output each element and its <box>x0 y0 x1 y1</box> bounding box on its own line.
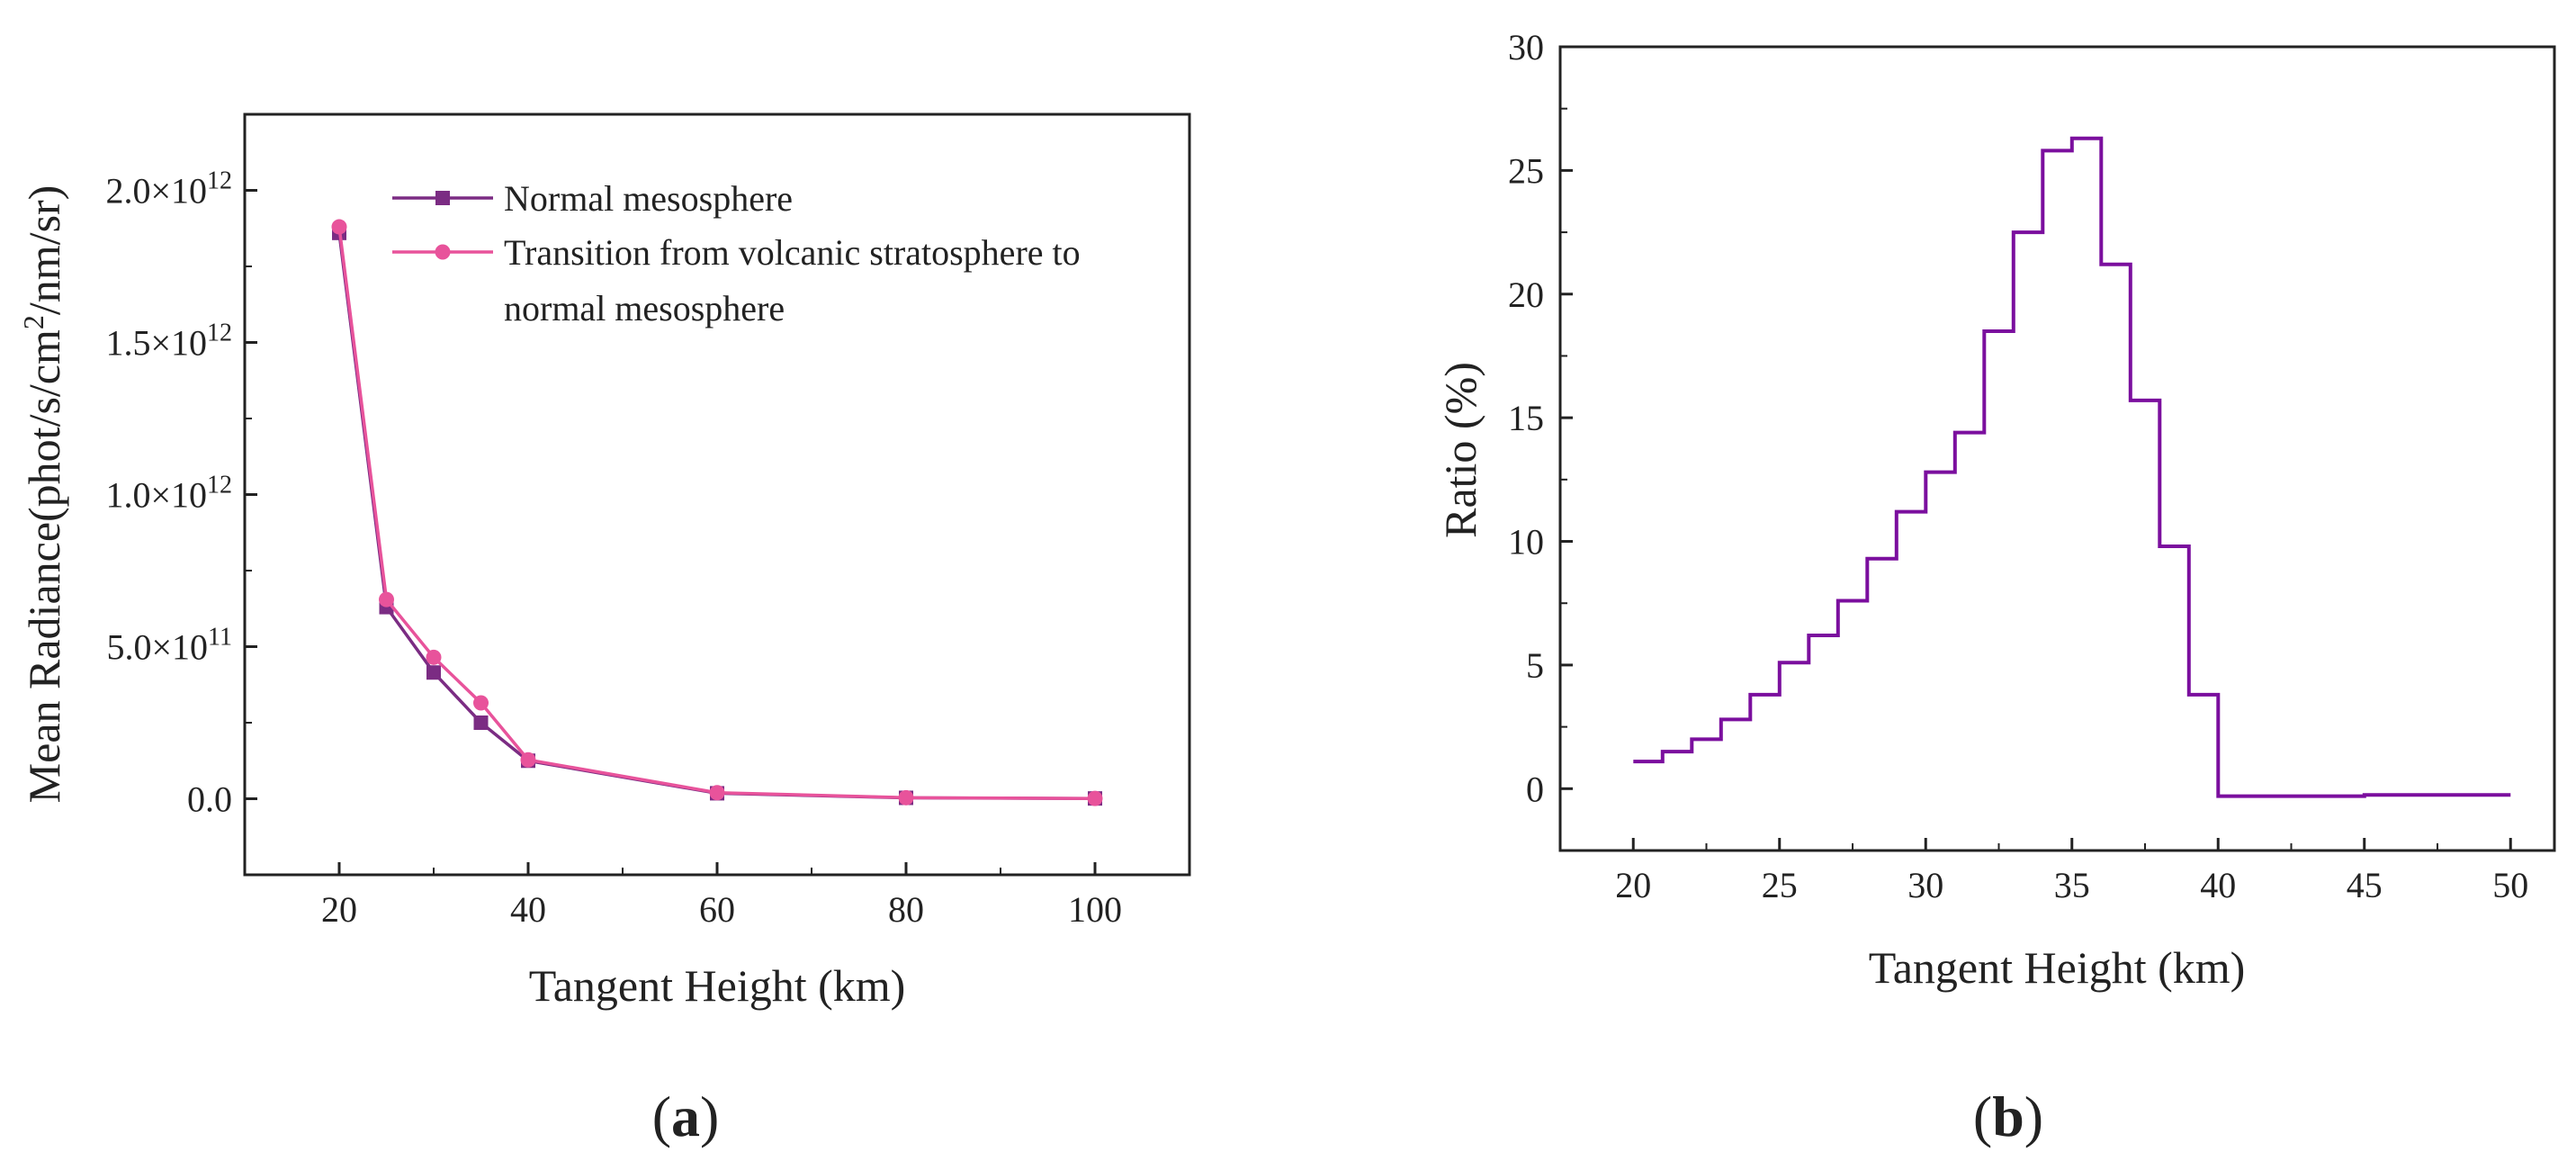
chart-a-series-2-point <box>473 695 489 711</box>
chart-a-y-tick-label: 1.5×1012 <box>105 320 232 364</box>
chart-a-series-2-point <box>331 219 347 235</box>
chart-b-y-tick-label: 15 <box>1508 398 1544 438</box>
chart-a-y-tick-mantissa: 2.0×10 <box>105 171 207 212</box>
chart-a-y-tick-mantissa: 1.5×10 <box>105 323 207 364</box>
chart-b-panel-letter: b <box>1992 1084 2024 1148</box>
chart-b-y-axis-title: Ratio (%) <box>1435 362 1485 538</box>
chart-a-panel-label: (a) <box>652 1084 720 1148</box>
chart-b-y-tick-label: 30 <box>1508 27 1544 68</box>
chart-a-y-tick-label: 1.0×1012 <box>105 472 232 516</box>
chart-a-legend: Normal mesosphere Transition from volcani… <box>392 178 1081 328</box>
chart-a-x-tick-label: 60 <box>699 889 735 930</box>
chart-a-y-tick-label: 5.0×1011 <box>106 624 232 668</box>
chart-a-y-tick-mantissa: 1.0×10 <box>105 475 207 516</box>
chart-b-x-ticks: 20 25 30 35 40 45 50 <box>1615 838 2528 905</box>
chart-b-panel-label: (b) <box>1973 1084 2043 1148</box>
chart-a-legend-label: Normal mesosphere <box>504 178 793 219</box>
chart-a-y-tick-label: 2.0×1012 <box>105 167 232 212</box>
chart-a-y-axis-title-tail: /nm/sr) <box>19 185 69 315</box>
chart-a-y-tick-exponent: 12 <box>207 167 232 195</box>
chart-b-step-line <box>1633 136 2511 798</box>
chart-a-series-line-2 <box>337 226 1096 800</box>
chart-a-series-2-point <box>709 785 725 801</box>
chart-b-plot-frame <box>1558 45 2556 852</box>
chart-a-y-axis-title-main: Mean Radiance(phot/s/cm <box>19 329 69 803</box>
chart-a-y-tick-exponent: 11 <box>208 624 232 652</box>
chart-b-y-tick-label: 10 <box>1508 522 1544 562</box>
chart-a-y-tick-label-text: 0.0 <box>187 779 232 820</box>
chart-b-x-tick-label: 40 <box>2200 865 2236 905</box>
chart-a-x-axis-title: Tangent Height (km) <box>529 960 906 1011</box>
chart-a-x-tick-label: 20 <box>321 889 357 930</box>
chart-a-series-1-point <box>473 716 489 730</box>
chart-a-y-tick-exponent: 12 <box>207 320 232 347</box>
chart-a-series-2-point <box>426 649 442 665</box>
chart-a-y-tick-exponent: 12 <box>207 472 232 500</box>
chart-a-y-tick-mantissa: 5.0×10 <box>106 627 208 668</box>
chart-a-legend-marker-2 <box>435 244 451 260</box>
chart-a-series-2-point <box>520 752 536 768</box>
chart-a-series-2-point <box>1087 790 1103 806</box>
chart-b-y-ticks: 0 5 10 15 20 25 30 <box>1508 27 1573 809</box>
chart-a-y-axis-title: Mean Radiance(phot/s/cm2/nm/sr) <box>17 185 69 804</box>
chart-a-y-axis-title-sup: 2 <box>17 315 49 329</box>
chart-a-x-tick-label: 80 <box>888 889 924 930</box>
chart-a-legend-marker-1 <box>435 191 450 205</box>
chart-a-series-2-point <box>898 789 914 806</box>
chart-a-y-tick-label: 0.0 <box>187 779 232 820</box>
chart-b-x-tick-label: 45 <box>2347 865 2383 905</box>
chart-b-series <box>1633 136 2511 798</box>
chart-b-y-tick-label: 0 <box>1526 769 1544 809</box>
chart-b-y-tick-label: 20 <box>1508 274 1544 315</box>
chart-b-x-tick-label: 20 <box>1615 865 1651 905</box>
chart-a: 20 40 60 80 100 0.05.0×10111.0×10121.5×10122… <box>17 112 1191 1148</box>
chart-b-y-tick-label: 5 <box>1526 645 1544 686</box>
chart-a-x-tick-label: 40 <box>510 889 546 930</box>
chart-a-panel-letter: a <box>671 1084 700 1148</box>
chart-a-series-2-point <box>379 591 394 608</box>
chart-a-x-tick-label: 100 <box>1068 889 1122 930</box>
chart-b-x-tick-label: 35 <box>2054 865 2090 905</box>
chart-b-y-tick-label: 25 <box>1508 150 1544 191</box>
chart-b-x-tick-label: 30 <box>1907 865 1943 905</box>
chart-b-x-tick-label: 25 <box>1762 865 1798 905</box>
chart-b: 20 25 30 35 40 45 50 0 5 10 15 20 25 30 Tangent Heig… <box>1435 27 2556 1148</box>
chart-a-legend-label: Transition from volcanic stratosphere to <box>504 232 1081 273</box>
chart-a-plot-frame <box>243 112 1191 877</box>
chart-b-x-axis-title: Tangent Height (km) <box>1869 942 2246 993</box>
chart-b-x-tick-label: 50 <box>2492 865 2528 905</box>
chart-a-series-1-point <box>426 665 441 680</box>
chart-a-x-ticks: 20 40 60 80 100 <box>321 862 1122 930</box>
chart-a-legend-label: normal mesosphere <box>504 288 785 328</box>
chart-a-series <box>331 219 1103 806</box>
